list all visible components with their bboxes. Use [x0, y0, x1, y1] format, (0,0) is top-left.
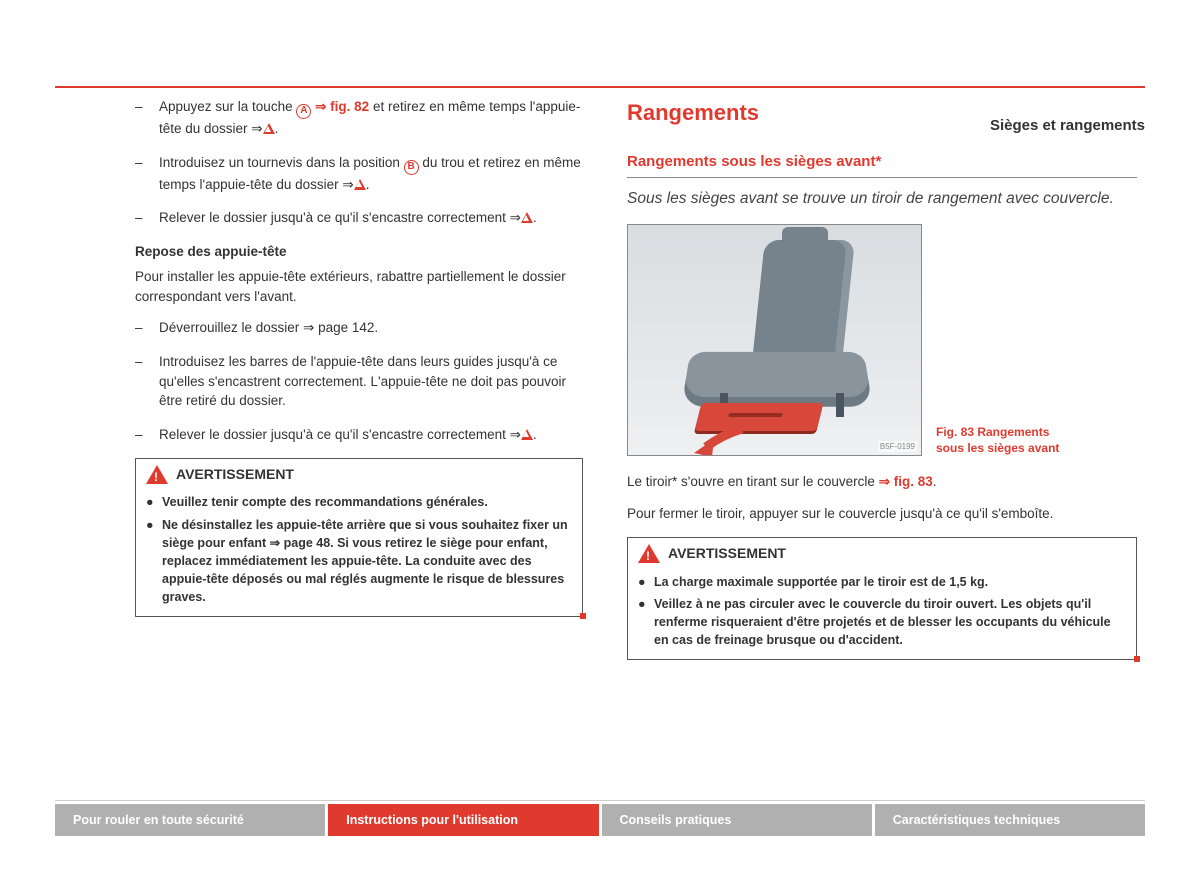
- figure-reference[interactable]: ⇒ fig. 82: [315, 99, 369, 114]
- tab-instructions[interactable]: Instructions pour l'utilisation: [328, 804, 598, 836]
- right-column: Rangements Rangements sous les sièges av…: [627, 97, 1137, 660]
- figure-reference[interactable]: ⇒ fig. 83: [879, 474, 933, 489]
- body-text: Relever le dossier jusqu'à ce qu'il s'en…: [159, 427, 521, 442]
- body-text: Le tiroir* s'ouvre en tirant sur le couv…: [627, 472, 1137, 492]
- end-marker: [580, 613, 586, 619]
- seat-drawer-figure: B5F-0199: [627, 224, 922, 456]
- list-item: – Introduisez les barres de l'appuie-têt…: [135, 352, 583, 411]
- warning-text: Veillez à ne pas circuler avec le couver…: [654, 595, 1126, 649]
- bottom-tab-bar: Pour rouler en toute sécurité Instructio…: [55, 804, 1145, 836]
- body-text: Introduisez un tournevis dans la positio…: [159, 155, 404, 170]
- figure-block: B5F-0199 Fig. 83 Rangements sous les siè…: [627, 224, 1137, 456]
- section-heading: Rangements: [627, 97, 1137, 129]
- warning-title: AVERTISSEMENT: [668, 543, 786, 563]
- tab-practical[interactable]: Conseils pratiques: [602, 804, 872, 836]
- warning-box: AVERTISSEMENT ●La charge maximale suppor…: [627, 537, 1137, 660]
- warning-triangle-icon: [263, 123, 275, 134]
- bullet-icon: ●: [146, 493, 162, 511]
- dash-icon: –: [135, 208, 159, 228]
- bullet-icon: ●: [638, 595, 654, 649]
- warning-title: AVERTISSEMENT: [176, 464, 294, 484]
- dash-icon: –: [135, 97, 159, 139]
- list-item: – Appuyez sur la touche A ⇒ fig. 82 et r…: [135, 97, 583, 139]
- warning-triangle-icon: [354, 179, 366, 190]
- list-item: – Déverrouillez le dossier ⇒ page 142.: [135, 318, 583, 338]
- end-marker: [1134, 656, 1140, 662]
- callout-b-icon: B: [404, 160, 419, 175]
- dash-icon: –: [135, 352, 159, 411]
- list-item: – Introduisez un tournevis dans la posit…: [135, 153, 583, 195]
- warning-box: AVERTISSEMENT ●Veuillez tenir compte des…: [135, 458, 583, 617]
- figure-id-tag: B5F-0199: [878, 441, 917, 453]
- tab-specs[interactable]: Caractéristiques techniques: [875, 804, 1145, 836]
- subsection-heading: Rangements sous les sièges avant*: [627, 151, 1137, 178]
- body-text: Déverrouillez le dossier ⇒ page 142.: [159, 318, 378, 338]
- list-item: – Relever le dossier jusqu'à ce qu'il s'…: [135, 425, 583, 445]
- dash-icon: –: [135, 153, 159, 195]
- body-text: Pour installer les appuie-tête extérieur…: [135, 267, 583, 306]
- body-text: Appuyez sur la touche: [159, 99, 296, 114]
- tab-safety[interactable]: Pour rouler en toute sécurité: [55, 804, 325, 836]
- warning-triangle-icon: [521, 429, 533, 440]
- warning-text: La charge maximale supportée par le tiro…: [654, 573, 988, 591]
- warning-triangle-icon: [521, 212, 533, 223]
- footer-divider: [55, 800, 1145, 801]
- lead-paragraph: Sous les sièges avant se trouve un tiroi…: [627, 188, 1137, 210]
- figure-caption: Fig. 83 Rangements sous les sièges avant: [936, 425, 1066, 456]
- body-text: Relever le dossier jusqu'à ce qu'il s'en…: [159, 210, 521, 225]
- dash-icon: –: [135, 318, 159, 338]
- body-text: Introduisez les barres de l'appuie-tête …: [159, 352, 583, 411]
- warning-text: Veuillez tenir compte des recommandation…: [162, 493, 488, 511]
- pull-arrow-icon: [692, 425, 752, 456]
- warning-triangle-icon: [638, 544, 660, 563]
- callout-a-icon: A: [296, 104, 311, 119]
- warning-text: Ne désinstallez les appuie-tête arrière …: [162, 516, 572, 607]
- warning-triangle-icon: [146, 465, 168, 484]
- left-column: – Appuyez sur la touche A ⇒ fig. 82 et r…: [135, 97, 583, 660]
- bullet-icon: ●: [146, 516, 162, 607]
- sub-heading: Repose des appuie-tête: [135, 242, 583, 262]
- bullet-icon: ●: [638, 573, 654, 591]
- dash-icon: –: [135, 425, 159, 445]
- list-item: – Relever le dossier jusqu'à ce qu'il s'…: [135, 208, 583, 228]
- body-text: Pour fermer le tiroir, appuyer sur le co…: [627, 504, 1137, 524]
- seat-back-shape: [751, 240, 855, 370]
